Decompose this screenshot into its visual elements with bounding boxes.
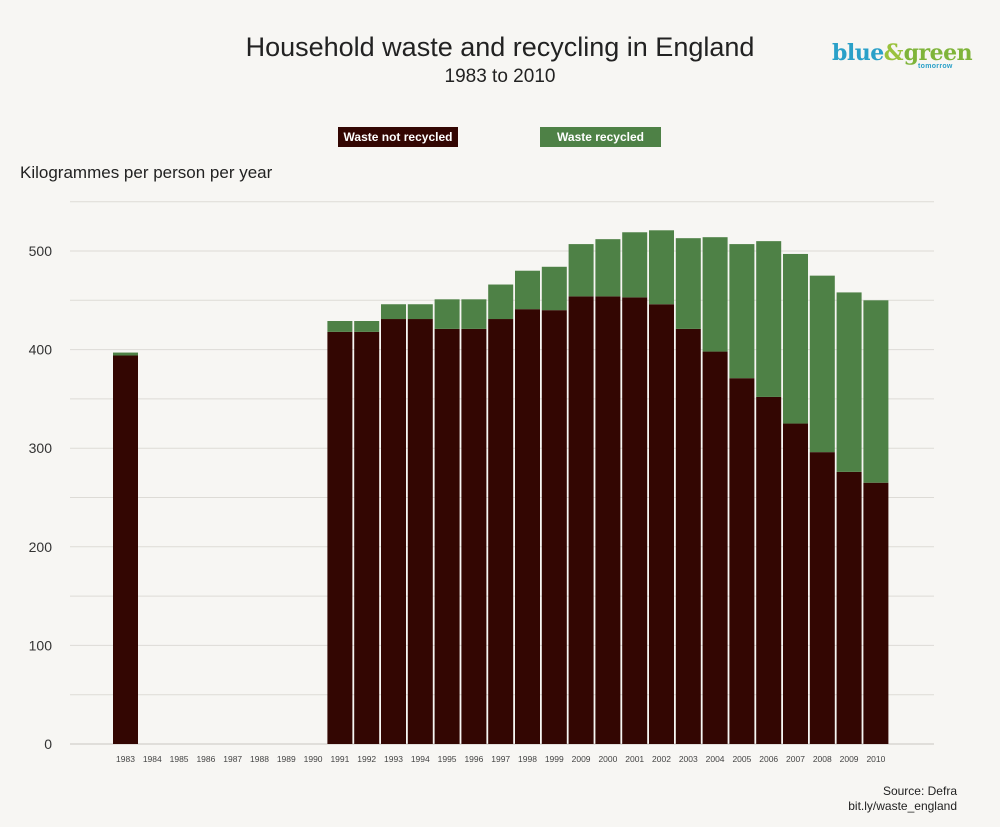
logo-word-green: green [903, 40, 973, 66]
x-tick-label: 2010 [866, 754, 885, 764]
x-tick-label: 2006 [759, 754, 778, 764]
bar-not-recycled [113, 355, 138, 744]
bar-recycled [756, 241, 782, 397]
bar-not-recycled [783, 423, 808, 744]
logo-tagline: tomorrow [918, 63, 953, 70]
bar-not-recycled [649, 304, 674, 744]
logo-ampersand: & [883, 40, 904, 66]
brand-logo: blue&green tomorrow [832, 40, 973, 76]
x-tick-label: 1993 [384, 754, 403, 764]
y-tick-label: 200 [29, 539, 53, 555]
x-tick-label: 2000 [598, 754, 617, 764]
x-tick-label: 2009 [572, 754, 591, 764]
y-tick-label: 400 [29, 342, 53, 358]
y-tick-label: 100 [29, 637, 53, 653]
bar-recycled [783, 253, 808, 424]
bar-recycled [381, 304, 406, 320]
x-tick-label: 2009 [840, 754, 859, 764]
logo-word-blue: blue [832, 40, 884, 66]
legend-not-recycled-label: Waste not recycled [343, 130, 453, 144]
bar-recycled [675, 238, 701, 329]
bar-not-recycled [836, 471, 862, 744]
bar-not-recycled [515, 309, 540, 744]
x-tick-label: 1983 [116, 754, 135, 764]
legend-not-recycled: Waste not recycled [338, 127, 458, 147]
bar-recycled [809, 275, 835, 453]
bar-not-recycled [809, 452, 835, 744]
bar-not-recycled [675, 328, 701, 744]
bar-recycled [515, 270, 540, 310]
bar-recycled [407, 304, 433, 320]
x-tick-label: 1996 [464, 754, 483, 764]
x-tick-label: 1992 [357, 754, 376, 764]
bar-recycled [729, 244, 755, 379]
x-tick-label: 1986 [196, 754, 215, 764]
bar-not-recycled [622, 297, 648, 744]
bar-not-recycled [595, 296, 621, 744]
bar-not-recycled [702, 351, 728, 744]
x-tick-label: 1997 [491, 754, 510, 764]
bar-not-recycled [407, 319, 433, 744]
bar-recycled [595, 239, 621, 297]
bar-recycled [541, 266, 567, 311]
y-tick-label: 300 [29, 440, 53, 456]
bar-not-recycled [354, 331, 380, 744]
y-tick-label: 500 [29, 243, 53, 259]
legend-recycled: Waste recycled [540, 127, 661, 147]
source-link: bit.ly/waste_england [848, 799, 957, 813]
bar-not-recycled [327, 331, 353, 744]
x-tick-label: 1991 [330, 754, 349, 764]
x-tick-label: 1989 [277, 754, 296, 764]
y-tick-label: 0 [44, 736, 52, 752]
bar-not-recycled [756, 396, 782, 744]
bar-not-recycled [541, 310, 567, 744]
x-tick-label: 2002 [652, 754, 671, 764]
x-tick-label: 1999 [545, 754, 564, 764]
x-tick-label: 1994 [411, 754, 430, 764]
bar-recycled [622, 232, 648, 298]
bar-recycled [434, 299, 460, 329]
x-tick-label: 2004 [706, 754, 725, 764]
source-note: Source: Defra bit.ly/waste_england [848, 784, 957, 814]
legend-recycled-label: Waste recycled [557, 130, 644, 144]
x-tick-label: 1998 [518, 754, 537, 764]
x-tick-label: 1987 [223, 754, 242, 764]
bar-recycled [327, 321, 353, 332]
bar-not-recycled [488, 319, 514, 744]
source-text: Source: Defra [882, 784, 957, 798]
x-tick-label: 2008 [813, 754, 832, 764]
bar-recycled [863, 300, 889, 483]
x-tick-label: 1990 [304, 754, 323, 764]
bar-not-recycled [729, 378, 755, 744]
x-tick-label: 2001 [625, 754, 644, 764]
bar-not-recycled [863, 482, 889, 744]
x-tick-label: 2003 [679, 754, 698, 764]
bar-not-recycled [568, 296, 594, 744]
bar-recycled [488, 284, 514, 320]
y-axis-label: Kilogrammes per person per year [20, 163, 273, 182]
chart-title: Household waste and recycling in England [245, 32, 755, 62]
x-tick-label: 1995 [438, 754, 457, 764]
bar-recycled [113, 352, 138, 356]
bar-not-recycled [461, 328, 487, 744]
bar-recycled [649, 230, 674, 305]
x-tick-label: 2007 [786, 754, 805, 764]
bar-recycled [836, 292, 862, 472]
x-tick-label: 1984 [143, 754, 162, 764]
bar-recycled [702, 237, 728, 352]
chart-subtitle: 1983 to 2010 [444, 66, 556, 87]
x-tick-label: 1985 [170, 754, 189, 764]
bar-not-recycled [381, 319, 406, 744]
bar-recycled [568, 244, 594, 297]
bar-recycled [354, 321, 380, 332]
bar-not-recycled [434, 328, 460, 744]
x-tick-label: 1988 [250, 754, 269, 764]
x-tick-label: 2005 [732, 754, 751, 764]
bar-recycled [461, 299, 487, 329]
